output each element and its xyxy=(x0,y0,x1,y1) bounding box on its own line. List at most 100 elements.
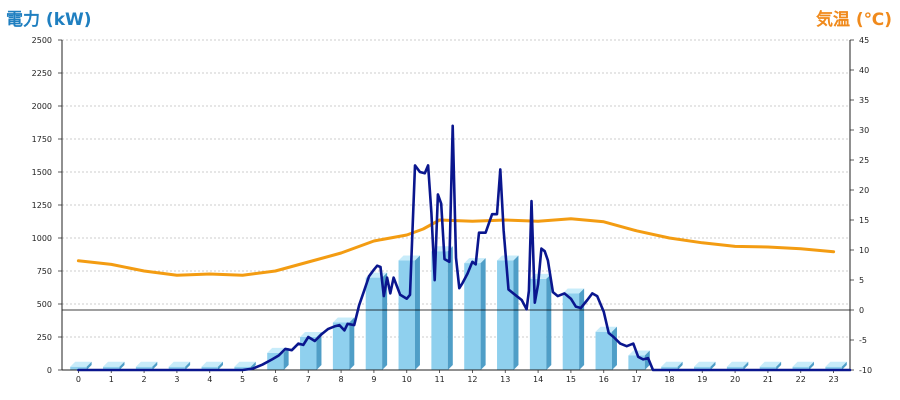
bar-side xyxy=(546,273,552,370)
bar-top xyxy=(398,255,420,261)
right-tick-label: 0 xyxy=(859,306,864,315)
left-tick-label: 1000 xyxy=(32,234,52,243)
bar xyxy=(103,361,125,370)
bar-side xyxy=(119,361,125,370)
bar xyxy=(694,361,716,370)
bar-front xyxy=(267,352,284,370)
bar-side xyxy=(808,361,814,370)
bar-front xyxy=(726,366,744,370)
x-tick-label: 16 xyxy=(599,375,609,384)
right-tick-label: -10 xyxy=(859,366,872,375)
x-tick-label: 20 xyxy=(730,375,740,384)
x-tick-label: 7 xyxy=(306,375,311,384)
bar xyxy=(792,361,814,370)
x-tick-label: 9 xyxy=(371,375,376,384)
right-tick-label: 15 xyxy=(859,216,869,225)
bar-front xyxy=(365,277,383,370)
x-tick-label: 10 xyxy=(402,375,412,384)
bar-top xyxy=(332,317,355,323)
bar-top xyxy=(694,361,716,367)
x-tick-label: 19 xyxy=(697,375,707,384)
bar-front xyxy=(103,366,120,370)
bar-front xyxy=(759,366,777,370)
bar-front xyxy=(135,366,153,370)
left-tick-label: 1750 xyxy=(32,135,52,144)
bar xyxy=(825,361,847,370)
left-tick-label: 250 xyxy=(37,333,52,342)
right-tick-label: -5 xyxy=(859,336,867,345)
x-tick-label: 17 xyxy=(631,375,641,384)
left-tick-label: 2500 xyxy=(32,36,52,45)
bar-side xyxy=(152,361,158,370)
x-tick-label: 15 xyxy=(566,375,576,384)
left-tick-label: 750 xyxy=(37,267,52,276)
bar xyxy=(168,361,191,370)
bar xyxy=(464,258,486,370)
x-tick-label: 11 xyxy=(434,375,444,384)
bar xyxy=(562,288,585,370)
bar-side xyxy=(447,246,453,370)
bar-top xyxy=(726,361,749,367)
bar xyxy=(628,350,650,370)
x-tick-label: 5 xyxy=(240,375,245,384)
x-tick-label: 4 xyxy=(207,375,212,384)
bar-top xyxy=(661,361,683,367)
bar-top xyxy=(497,255,519,261)
left-tick-label: 500 xyxy=(37,300,52,309)
x-tick-label: 18 xyxy=(664,375,674,384)
bar-side xyxy=(677,361,683,370)
x-tick-label: 14 xyxy=(533,375,543,384)
bar-front xyxy=(792,366,809,370)
bar xyxy=(398,255,420,370)
bar-top xyxy=(792,361,814,367)
bar-top xyxy=(70,361,92,367)
bar xyxy=(135,361,158,370)
bar-side xyxy=(349,317,355,370)
bar-top xyxy=(168,361,191,367)
bar-top xyxy=(825,361,847,367)
left-axis-title: 電力 (kW) xyxy=(6,10,92,30)
bar-side xyxy=(743,361,749,370)
bar xyxy=(595,326,617,370)
right-tick-label: 20 xyxy=(859,186,869,195)
bar-side xyxy=(316,332,322,370)
bar-side xyxy=(513,255,519,370)
bar-front xyxy=(825,366,842,370)
bar-side xyxy=(217,361,223,370)
bar xyxy=(726,361,749,370)
x-tick-label: 13 xyxy=(500,375,510,384)
bar-front xyxy=(497,260,514,370)
bar-front xyxy=(595,331,612,370)
bar-top xyxy=(628,350,650,356)
bar-front xyxy=(529,278,547,370)
bar-top xyxy=(234,361,256,367)
bar-front xyxy=(562,293,580,370)
x-tick-label: 22 xyxy=(796,375,806,384)
right-tick-label: 40 xyxy=(859,66,869,75)
right-tick-label: 35 xyxy=(859,96,869,105)
bar-front xyxy=(234,366,251,370)
x-tick-label: 1 xyxy=(109,375,114,384)
bar-side xyxy=(283,347,289,370)
bar-front xyxy=(464,263,481,370)
bar-front xyxy=(70,366,87,370)
right-axis-title: 気温 (℃) xyxy=(815,10,892,30)
right-tick-label: 25 xyxy=(859,156,869,165)
left-tick-label: 1500 xyxy=(32,168,52,177)
bar-side xyxy=(776,361,782,370)
x-tick-label: 12 xyxy=(467,375,477,384)
bar-front xyxy=(398,260,415,370)
bar-side xyxy=(644,350,650,370)
x-tick-label: 6 xyxy=(273,375,278,384)
bar-top xyxy=(201,361,223,367)
x-tick-label: 8 xyxy=(339,375,344,384)
x-tick-label: 2 xyxy=(142,375,147,384)
bar xyxy=(201,361,223,370)
bar-front xyxy=(332,322,350,370)
bar-side xyxy=(480,258,486,370)
bar-front xyxy=(201,366,218,370)
bar xyxy=(332,317,355,370)
bar-side xyxy=(86,361,92,370)
